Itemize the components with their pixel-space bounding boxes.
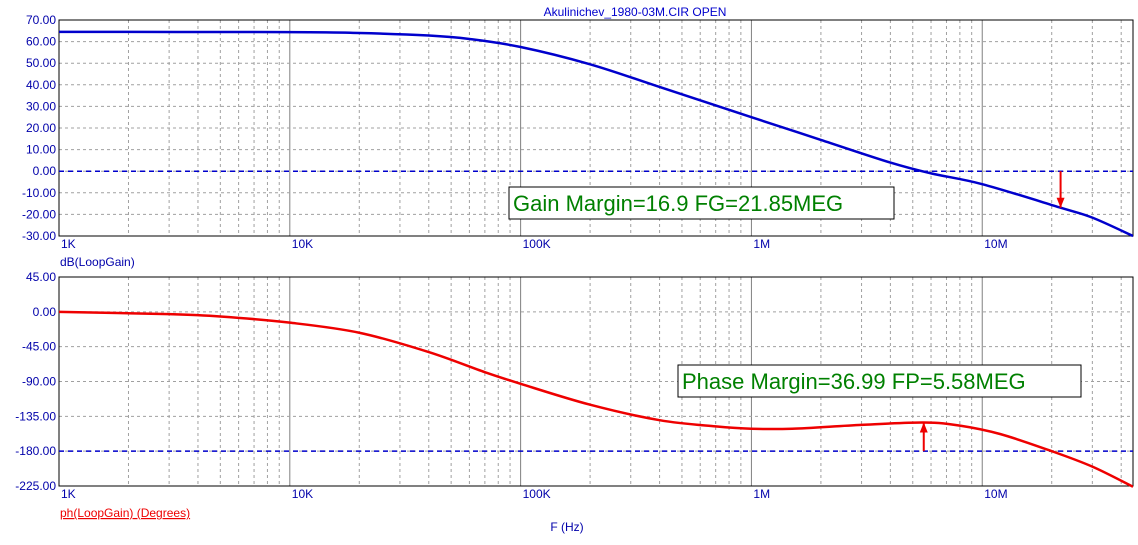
- x-axis-label: F (Hz): [550, 520, 583, 534]
- y-tick-label: 30.00: [26, 99, 56, 113]
- gain-margin-annotation: Gain Margin=16.9 FG=21.85MEG: [508, 186, 895, 220]
- x-tick-label: 1K: [61, 487, 76, 501]
- gain-curve: [59, 30, 1133, 238]
- y-tick-label: 45.00: [26, 270, 56, 284]
- y-tick-label: -10.00: [22, 186, 56, 200]
- gain-y-tick-labels: 70.00 60.00 50.00 40.00 30.00 20.00 10.00 0.00 -…: [22, 13, 56, 243]
- gain-margin-marker-arrow: [1056, 171, 1065, 208]
- y-tick-label: -45.00: [22, 340, 56, 354]
- x-tick-label: 1K: [61, 237, 76, 251]
- plot-frame: [58, 19, 1134, 237]
- y-tick-label: -30.00: [22, 229, 56, 243]
- phase-axis-label: ph(LoopGain) (Degrees): [60, 506, 190, 520]
- y-tick-label: 60.00: [26, 35, 56, 49]
- gain-axis-label: dB(LoopGain): [60, 255, 135, 269]
- x-tick-label: 100K: [523, 487, 551, 501]
- x-tick-label: 10M: [984, 487, 1007, 501]
- y-tick-label: 0.00: [33, 164, 57, 178]
- x-tick-label: 1M: [753, 237, 770, 251]
- y-tick-label: -135.00: [15, 409, 56, 423]
- y-tick-label: 10.00: [26, 143, 56, 157]
- y-tick-label: -180.00: [15, 444, 56, 458]
- y-tick-label: -90.00: [22, 375, 56, 389]
- chart-title: Akulinichev_1980-03M.CIR OPEN: [544, 5, 727, 19]
- x-tick-label: 100K: [523, 237, 551, 251]
- phase-margin-marker-arrow: [919, 422, 928, 452]
- phase-margin-text: Phase Margin=36.99 FP=5.58MEG: [682, 369, 1026, 394]
- gain-x-tick-labels: 1K 10K 100K 1M 10M: [61, 237, 1008, 251]
- x-tick-label: 10K: [292, 237, 313, 251]
- margin-marker-head: [1056, 197, 1065, 208]
- phase-x-tick-labels: 1K 10K 100K 1M 10M: [61, 487, 1008, 501]
- y-tick-label: 70.00: [26, 13, 56, 27]
- y-tick-label: -20.00: [22, 207, 56, 221]
- plot-frame: [58, 276, 1134, 487]
- phase-margin-annotation: Phase Margin=36.99 FP=5.58MEG: [677, 364, 1082, 398]
- y-tick-label: 40.00: [26, 78, 56, 92]
- phase-curve: [59, 310, 1133, 488]
- phase-y-tick-labels: 45.00 0.00 -45.00 -90.00 -135.00 -180.00 -225.…: [15, 270, 56, 493]
- gain-margin-text: Gain Margin=16.9 FG=21.85MEG: [513, 191, 843, 216]
- y-tick-label: 0.00: [33, 305, 57, 319]
- x-tick-label: 1M: [753, 487, 770, 501]
- y-tick-label: 50.00: [26, 56, 56, 70]
- x-tick-label: 10M: [984, 237, 1007, 251]
- margin-marker-head: [919, 422, 928, 433]
- y-tick-label: 20.00: [26, 121, 56, 135]
- x-tick-label: 10K: [292, 487, 313, 501]
- y-tick-label: -225.00: [15, 479, 56, 493]
